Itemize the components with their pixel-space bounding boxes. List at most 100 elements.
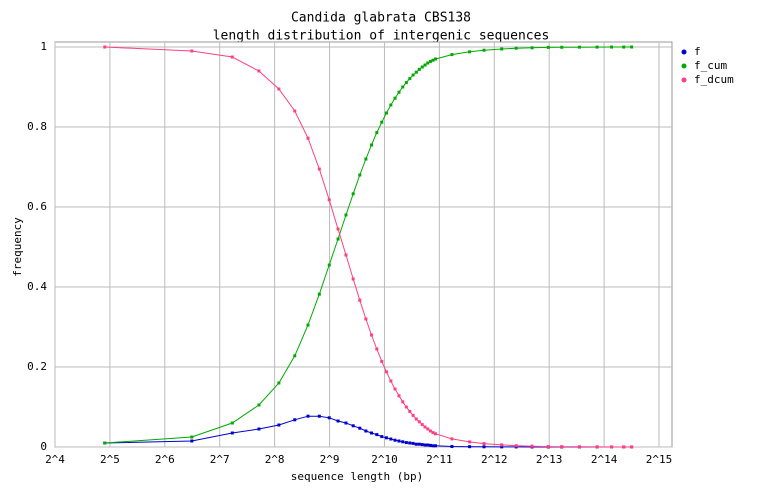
data-point	[500, 443, 504, 447]
data-point	[514, 46, 518, 50]
data-point	[408, 409, 412, 413]
data-point	[630, 445, 634, 449]
data-point	[577, 445, 581, 449]
legend-label: f_dcum	[694, 73, 734, 86]
data-point	[384, 436, 388, 440]
data-point	[370, 143, 374, 147]
data-point	[433, 444, 437, 448]
data-point	[190, 435, 194, 439]
data-point	[351, 277, 355, 281]
data-point	[358, 426, 362, 430]
data-point	[417, 67, 421, 71]
y-axis-label: frequency	[11, 217, 24, 277]
data-point	[393, 96, 397, 100]
y-tick-label: 1	[40, 40, 47, 53]
data-point	[431, 58, 435, 62]
x-tick-label: 2^12	[481, 453, 508, 466]
data-point	[190, 49, 194, 53]
data-point	[277, 381, 281, 385]
data-point	[344, 213, 348, 217]
legend-label: f_cum	[694, 59, 727, 72]
series-line	[104, 46, 632, 448]
data-point	[530, 46, 534, 50]
data-point	[230, 421, 234, 425]
data-point	[351, 192, 355, 196]
data-point	[380, 359, 384, 363]
data-point	[293, 109, 297, 113]
data-point	[423, 63, 427, 67]
data-point	[364, 317, 368, 321]
data-point	[257, 69, 261, 73]
data-point	[397, 394, 401, 398]
data-point	[431, 444, 435, 448]
x-tick-label: 2^15	[646, 453, 673, 466]
data-point	[257, 427, 261, 431]
data-point	[401, 85, 405, 89]
legend-marker	[681, 49, 687, 55]
x-tick-label: 2^8	[265, 453, 285, 466]
data-point	[397, 439, 401, 443]
data-point	[468, 445, 472, 449]
data-point	[417, 442, 421, 446]
data-point	[393, 438, 397, 442]
data-point	[370, 431, 374, 435]
data-point	[420, 443, 424, 447]
data-point	[336, 227, 340, 231]
data-point	[317, 167, 321, 171]
data-point	[408, 77, 412, 81]
data-point	[426, 443, 430, 447]
data-point	[380, 120, 384, 124]
x-tick-label: 2^14	[591, 453, 618, 466]
data-point	[500, 445, 504, 449]
y-tick-label: 0.8	[27, 120, 47, 133]
data-point	[306, 323, 310, 327]
data-point	[317, 292, 321, 296]
data-point	[375, 433, 379, 437]
data-point	[190, 439, 194, 443]
data-point	[375, 347, 379, 351]
data-point	[428, 59, 432, 63]
data-point	[433, 432, 437, 436]
data-point	[351, 424, 355, 428]
data-point	[364, 429, 368, 433]
data-point	[404, 405, 408, 409]
data-point	[414, 70, 418, 74]
data-point	[408, 441, 412, 445]
y-tick-label: 0	[40, 440, 47, 453]
x-tick-label: 2^4	[45, 453, 65, 466]
data-point	[277, 423, 281, 427]
data-point	[317, 414, 321, 418]
data-point	[417, 420, 421, 424]
data-point	[384, 370, 388, 374]
data-point	[595, 445, 599, 449]
data-point	[420, 423, 424, 427]
data-point	[375, 131, 379, 135]
series-line	[104, 46, 632, 444]
x-tick-label: 2^10	[371, 453, 398, 466]
data-point	[482, 442, 486, 446]
data-point	[482, 445, 486, 449]
data-point	[397, 90, 401, 94]
data-point	[610, 445, 614, 449]
data-point	[336, 419, 340, 423]
data-point	[514, 444, 518, 448]
x-tick-label: 2^9	[320, 453, 340, 466]
data-point	[230, 431, 234, 435]
data-point	[428, 443, 432, 447]
data-point	[384, 111, 388, 115]
data-point	[610, 45, 614, 49]
data-point	[306, 136, 310, 140]
data-point	[389, 437, 393, 441]
data-point	[560, 445, 564, 449]
data-point	[277, 87, 281, 91]
data-point	[546, 445, 550, 449]
data-point	[293, 418, 297, 422]
data-point	[327, 198, 331, 202]
data-point	[370, 333, 374, 337]
data-point	[327, 416, 331, 420]
data-point	[433, 57, 437, 61]
data-point	[389, 103, 393, 107]
data-point	[420, 65, 424, 69]
